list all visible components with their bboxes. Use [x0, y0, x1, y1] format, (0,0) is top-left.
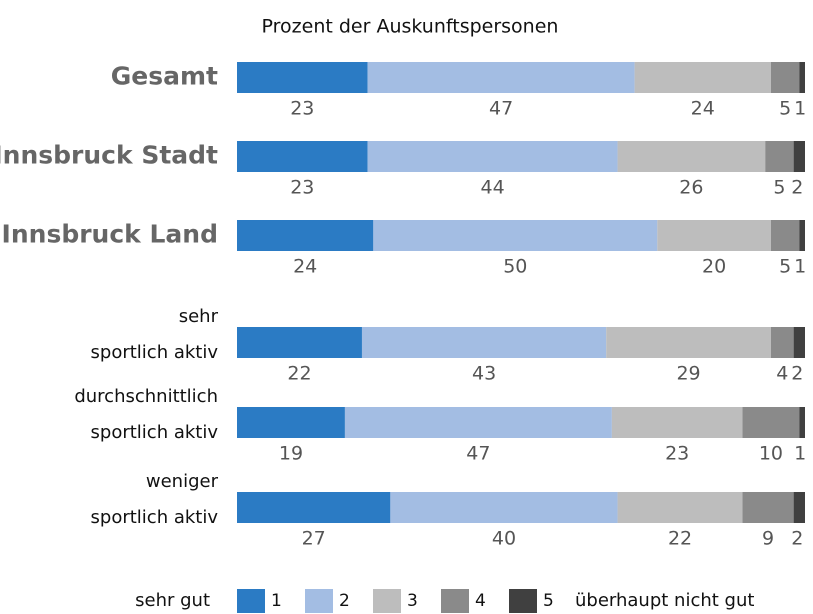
value-label: 10 [759, 443, 783, 465]
bar-segment [742, 407, 800, 438]
value-label: 5 [779, 98, 791, 120]
bar-segment [617, 141, 766, 172]
bar-segment [367, 62, 635, 93]
value-label: 4 [776, 363, 788, 385]
bar-segment [799, 220, 805, 251]
bar-segment [373, 220, 658, 251]
category-label: Innsbruck Land [2, 220, 218, 249]
value-label: 22 [668, 528, 692, 550]
legend-swatch [509, 589, 537, 613]
category-label: Innsbruck Stadt [0, 141, 218, 170]
bar-segment [799, 62, 805, 93]
category-label: Gesamt [111, 62, 218, 91]
value-label: 1 [794, 98, 806, 120]
bar-segment [793, 492, 805, 523]
value-label: 1 [794, 256, 806, 278]
value-label: 27 [302, 528, 326, 550]
value-label: 29 [676, 363, 700, 385]
value-label: 23 [290, 98, 314, 120]
bar-segment [634, 62, 771, 93]
bar-segment [237, 141, 368, 172]
value-label: 2 [791, 528, 803, 550]
category-label: sportlich aktiv [91, 422, 219, 443]
legend-swatch [237, 589, 265, 613]
value-label: 47 [489, 98, 513, 120]
value-label: 20 [702, 256, 726, 278]
bar-segment [793, 141, 805, 172]
bar-segment [657, 220, 771, 251]
bar-segment [367, 141, 618, 172]
bar-segment [606, 327, 771, 358]
bar-segment [742, 492, 794, 523]
category-label: durchschnittlich [74, 386, 218, 407]
value-label: 24 [691, 98, 715, 120]
value-label: 43 [472, 363, 496, 385]
legend-label: 4 [475, 591, 486, 611]
bar-segment [237, 327, 362, 358]
value-label: 19 [279, 443, 303, 465]
bar-segment [770, 62, 800, 93]
legend-swatch [441, 589, 469, 613]
value-label: 23 [290, 177, 314, 199]
value-label: 23 [665, 443, 689, 465]
bar-segment [237, 62, 368, 93]
bar-segment [237, 492, 391, 523]
legend-label: 5 [543, 591, 554, 611]
bar-segment [344, 407, 612, 438]
value-label: 1 [794, 443, 806, 465]
value-label: 22 [287, 363, 311, 385]
value-label: 9 [762, 528, 774, 550]
value-label: 50 [503, 256, 527, 278]
value-label: 5 [779, 256, 791, 278]
value-label: 24 [293, 256, 317, 278]
legend-label: 1 [271, 591, 282, 611]
category-label: sportlich aktiv [91, 507, 219, 528]
category-label: sportlich aktiv [91, 342, 219, 363]
value-label: 47 [466, 443, 490, 465]
legend-label: 3 [407, 591, 418, 611]
value-label: 2 [791, 363, 803, 385]
legend-start: sehr gut [135, 590, 210, 611]
value-label: 44 [481, 177, 505, 199]
bar-segment [799, 407, 805, 438]
bar-segment [617, 492, 743, 523]
value-label: 26 [679, 177, 703, 199]
bar-segment [765, 141, 794, 172]
legend-swatch [305, 589, 333, 613]
value-label: 5 [773, 177, 785, 199]
bar-segment [390, 492, 618, 523]
legend-end: überhaupt nicht gut [575, 590, 754, 611]
bar-segment [237, 220, 374, 251]
legend-swatch [373, 589, 401, 613]
bar-segment [770, 220, 800, 251]
category-label: weniger [146, 471, 219, 492]
category-label: sehr [179, 306, 219, 327]
chart-title: Prozent der Auskunftspersonen [262, 16, 559, 38]
legend-label: 2 [339, 591, 350, 611]
bar-segment [611, 407, 743, 438]
bar-segment [361, 327, 607, 358]
value-label: 40 [492, 528, 516, 550]
bar-segment [770, 327, 794, 358]
bar-segment [793, 327, 805, 358]
value-label: 2 [791, 177, 803, 199]
bar-segment [237, 407, 345, 438]
